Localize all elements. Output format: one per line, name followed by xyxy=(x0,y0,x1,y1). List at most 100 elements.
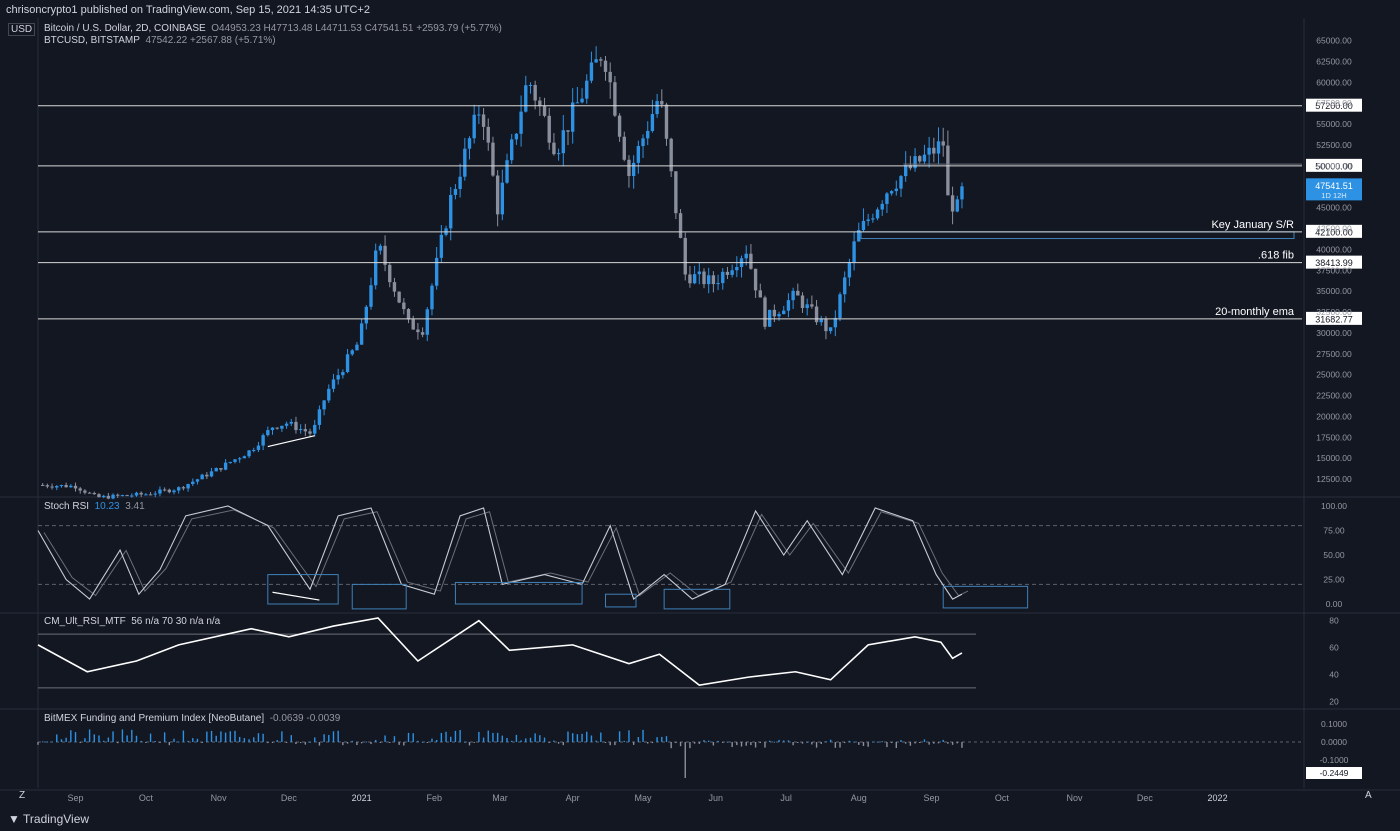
candle-body[interactable] xyxy=(692,274,697,284)
candle-body[interactable] xyxy=(256,445,261,450)
candle-body[interactable] xyxy=(303,429,308,432)
candle-body[interactable] xyxy=(561,130,565,154)
goto-date-button[interactable]: Z xyxy=(19,790,26,801)
time-axis[interactable]: Sep Oct Nov Dec 2021 Feb Mar Apr May Jun Jul Aug Sep… xyxy=(68,793,1228,803)
candle-body[interactable] xyxy=(106,495,111,499)
candle-body[interactable] xyxy=(683,237,687,275)
candle-body[interactable] xyxy=(228,461,232,463)
candle-body[interactable] xyxy=(828,327,833,332)
candle-body[interactable] xyxy=(186,484,190,489)
candle-body[interactable] xyxy=(111,494,115,499)
candle-body[interactable] xyxy=(153,493,157,495)
candle-body[interactable] xyxy=(78,488,82,491)
candle-body[interactable] xyxy=(646,130,650,139)
candle-body[interactable] xyxy=(477,114,481,116)
candle-body[interactable] xyxy=(843,277,847,295)
stoch-highlight-box-1[interactable] xyxy=(351,583,407,610)
candle-body[interactable] xyxy=(341,372,345,376)
candle-body[interactable] xyxy=(209,471,214,477)
candle-body[interactable] xyxy=(885,193,889,204)
candle-body[interactable] xyxy=(97,494,101,498)
candle-body[interactable] xyxy=(542,106,547,116)
candle-body[interactable] xyxy=(875,209,880,219)
candle-body[interactable] xyxy=(481,114,486,127)
candle-body[interactable] xyxy=(899,176,903,189)
stoch-highlight-box-0[interactable] xyxy=(267,574,339,605)
candle-body[interactable] xyxy=(913,156,917,169)
candle-body[interactable] xyxy=(139,492,143,495)
candle-body[interactable] xyxy=(177,487,181,491)
candle-body[interactable] xyxy=(955,199,959,212)
candle-body[interactable] xyxy=(73,485,78,489)
candle-body[interactable] xyxy=(946,145,950,196)
candle-body[interactable] xyxy=(655,101,659,115)
candle-body[interactable] xyxy=(570,102,575,132)
candle-body[interactable] xyxy=(125,495,129,497)
candle-body[interactable] xyxy=(533,84,537,101)
candle-body[interactable] xyxy=(824,319,828,332)
cm-rsi-line[interactable] xyxy=(37,617,963,687)
candle-body[interactable] xyxy=(266,430,270,436)
bitmex-pane[interactable] xyxy=(37,729,1302,778)
candle-body[interactable] xyxy=(45,485,50,487)
candle-body[interactable] xyxy=(392,282,397,292)
candle-body[interactable] xyxy=(814,306,819,323)
candle-body[interactable] xyxy=(252,449,256,451)
candle-body[interactable] xyxy=(205,474,209,477)
candle-body[interactable] xyxy=(678,213,683,238)
candle-body[interactable] xyxy=(425,309,429,335)
candle-body[interactable] xyxy=(753,268,758,291)
candle-body[interactable] xyxy=(660,101,664,105)
candle-body[interactable] xyxy=(918,156,922,162)
candle-body[interactable] xyxy=(500,182,505,215)
candle-body[interactable] xyxy=(50,486,54,488)
candle-body[interactable] xyxy=(486,126,490,143)
candle-body[interactable] xyxy=(116,494,120,496)
candle-body[interactable] xyxy=(237,458,242,460)
stoch-d-line[interactable] xyxy=(43,509,969,597)
candle-body[interactable] xyxy=(420,332,425,335)
candle-body[interactable] xyxy=(538,100,542,107)
stoch-k-line[interactable] xyxy=(37,505,963,601)
candle-body[interactable] xyxy=(449,194,453,229)
candle-body[interactable] xyxy=(556,153,561,155)
candle-body[interactable] xyxy=(495,175,500,215)
candle-body[interactable] xyxy=(162,489,167,491)
candle-body[interactable] xyxy=(505,160,509,183)
candle-body[interactable] xyxy=(749,253,753,269)
candle-body[interactable] xyxy=(725,271,730,275)
candle-body[interactable] xyxy=(608,71,612,83)
candle-body[interactable] xyxy=(617,115,622,137)
candle-body[interactable] xyxy=(697,271,702,275)
candle-body[interactable] xyxy=(800,295,805,309)
candle-body[interactable] xyxy=(627,159,631,176)
candle-body[interactable] xyxy=(397,291,401,303)
candle-body[interactable] xyxy=(767,309,772,327)
candle-body[interactable] xyxy=(364,306,369,324)
candle-body[interactable] xyxy=(430,285,434,310)
candle-body[interactable] xyxy=(406,309,411,320)
candle-body[interactable] xyxy=(345,354,350,373)
candle-body[interactable] xyxy=(903,165,908,177)
candle-body[interactable] xyxy=(763,297,767,327)
candle-body[interactable] xyxy=(585,80,589,99)
candle-body[interactable] xyxy=(838,294,842,318)
candle-body[interactable] xyxy=(847,262,852,278)
candle-body[interactable] xyxy=(167,489,172,493)
candle-body[interactable] xyxy=(603,60,608,72)
candle-body[interactable] xyxy=(55,486,59,488)
stoch-highlight-box-4[interactable] xyxy=(663,588,731,610)
candle-body[interactable] xyxy=(327,388,331,401)
candle-body[interactable] xyxy=(308,431,312,434)
candle-body[interactable] xyxy=(716,283,720,285)
candle-body[interactable] xyxy=(101,495,106,498)
candle-body[interactable] xyxy=(87,492,92,494)
candle-body[interactable] xyxy=(322,400,326,410)
candle-body[interactable] xyxy=(130,495,134,497)
candle-body[interactable] xyxy=(721,271,725,284)
candle-body[interactable] xyxy=(575,102,580,104)
candle-body[interactable] xyxy=(247,450,251,457)
candle-body[interactable] xyxy=(284,423,289,426)
candle-body[interactable] xyxy=(148,494,153,496)
